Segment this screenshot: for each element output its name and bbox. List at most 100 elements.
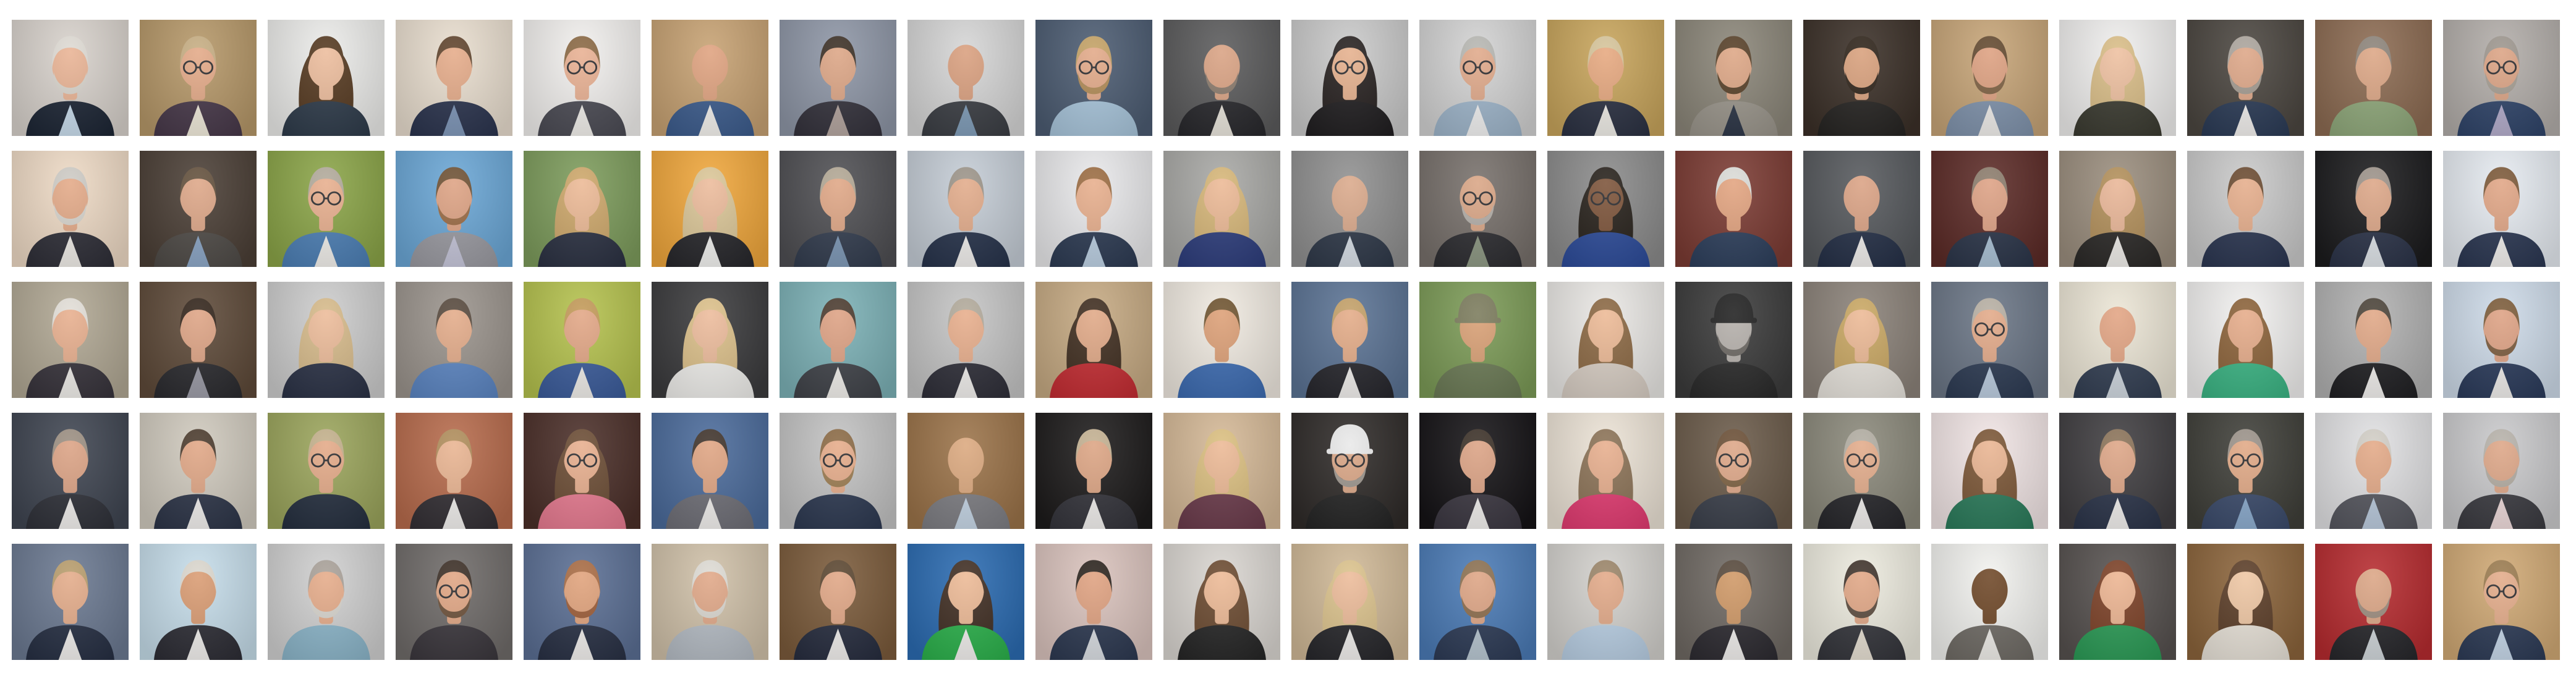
- head: [1843, 568, 1880, 612]
- head: [436, 44, 472, 88]
- torso: [1050, 363, 1138, 398]
- torso: [410, 625, 498, 660]
- hair-front: [564, 298, 600, 331]
- person-avatar: [2329, 429, 2418, 529]
- person-avatar: [794, 429, 882, 529]
- head: [436, 306, 472, 350]
- shirt: [1210, 104, 1234, 136]
- person-avatar: [1562, 298, 1650, 398]
- torso: [1178, 625, 1266, 660]
- headshot-photo: [652, 413, 768, 529]
- glasses-icon: [566, 60, 598, 75]
- headshot-photo: [524, 151, 640, 267]
- shirt: [2361, 235, 2386, 267]
- headshot-photo: [2315, 282, 2432, 398]
- shirt: [442, 497, 466, 529]
- person-avatar: [410, 429, 498, 529]
- headshot-photo: [1803, 151, 1920, 267]
- torso: [282, 625, 370, 660]
- headshot-photo: [1163, 544, 1280, 660]
- person-avatar: [794, 36, 882, 136]
- person-avatar: [2201, 429, 2290, 529]
- torso: [282, 101, 370, 136]
- glasses-icon: [1718, 453, 1749, 468]
- hair-front: [2227, 429, 2264, 462]
- head: [948, 437, 984, 481]
- beard: [1461, 203, 1494, 226]
- hair-front: [1588, 298, 1624, 331]
- person-avatar: [922, 560, 1010, 660]
- headshot-photo: [268, 20, 385, 136]
- headshot-photo: [2059, 282, 2176, 398]
- headshot-photo: [2187, 282, 2304, 398]
- headshot-photo: [1547, 413, 1664, 529]
- hair-front: [1588, 167, 1624, 200]
- person-avatar: [2329, 167, 2418, 267]
- head: [948, 175, 984, 219]
- shirt: [58, 104, 82, 136]
- headshot-photo: [2315, 151, 2432, 267]
- head: [820, 568, 856, 612]
- headshot-photo: [1419, 151, 1536, 267]
- person-avatar: [1562, 429, 1650, 529]
- hair-front: [180, 429, 216, 462]
- headshot-photo: [1931, 20, 2048, 136]
- torso: [1306, 101, 1394, 136]
- shirt: [1978, 628, 2002, 660]
- shirt: [186, 235, 210, 267]
- hair-front: [564, 429, 600, 462]
- person-avatar: [666, 298, 754, 398]
- headshot-photo: [2059, 151, 2176, 267]
- person-avatar: [26, 560, 114, 660]
- headshot-photo: [652, 282, 768, 398]
- headshot-photo: [1419, 544, 1536, 660]
- shirt: [442, 104, 466, 136]
- head: [2099, 568, 2136, 612]
- glasses-icon: [1334, 453, 1366, 468]
- beard: [310, 596, 342, 619]
- headshot-photo: [2059, 413, 2176, 529]
- head: [2099, 175, 2136, 219]
- headshot-photo: [396, 151, 512, 267]
- person-avatar: [154, 36, 242, 136]
- headshot-photo: [1803, 20, 1920, 136]
- person-avatar: [2201, 167, 2290, 267]
- hair-front: [1204, 429, 1240, 462]
- hair-front: [436, 298, 472, 331]
- headshot-photo: [12, 544, 129, 660]
- person-avatar: [154, 298, 242, 398]
- torso: [794, 494, 882, 529]
- torso: [538, 494, 626, 529]
- headshot-photo: [908, 544, 1024, 660]
- headshot-photo: [1035, 282, 1152, 398]
- beard: [1717, 334, 1750, 357]
- person-avatar: [282, 560, 370, 660]
- hair-front: [1971, 429, 2008, 462]
- head: [180, 44, 216, 88]
- hair-front: [180, 36, 216, 69]
- beard: [1717, 465, 1750, 488]
- shirt: [2489, 235, 2514, 267]
- hair-front: [2099, 167, 2136, 200]
- headshot-photo: [140, 544, 257, 660]
- person-avatar: [794, 560, 882, 660]
- head: [2483, 306, 2520, 350]
- person-avatar: [1945, 568, 2034, 660]
- headshot-photo: [1163, 413, 1280, 529]
- hair-front: [1076, 167, 1112, 200]
- person-avatar: [1178, 167, 1266, 267]
- shirt: [826, 628, 850, 660]
- person-avatar: [538, 429, 626, 529]
- hair-front: [1971, 167, 2008, 200]
- head: [180, 568, 216, 612]
- cap: [1330, 424, 1370, 452]
- head: [180, 175, 216, 219]
- head: [692, 175, 728, 219]
- person-avatar: [282, 298, 370, 398]
- person-avatar: [1945, 429, 2034, 529]
- hair-front: [52, 36, 88, 69]
- beard: [54, 72, 87, 95]
- hair-front: [2355, 167, 2392, 200]
- headshot-photo: [2315, 20, 2432, 136]
- hair-front: [1588, 560, 1624, 593]
